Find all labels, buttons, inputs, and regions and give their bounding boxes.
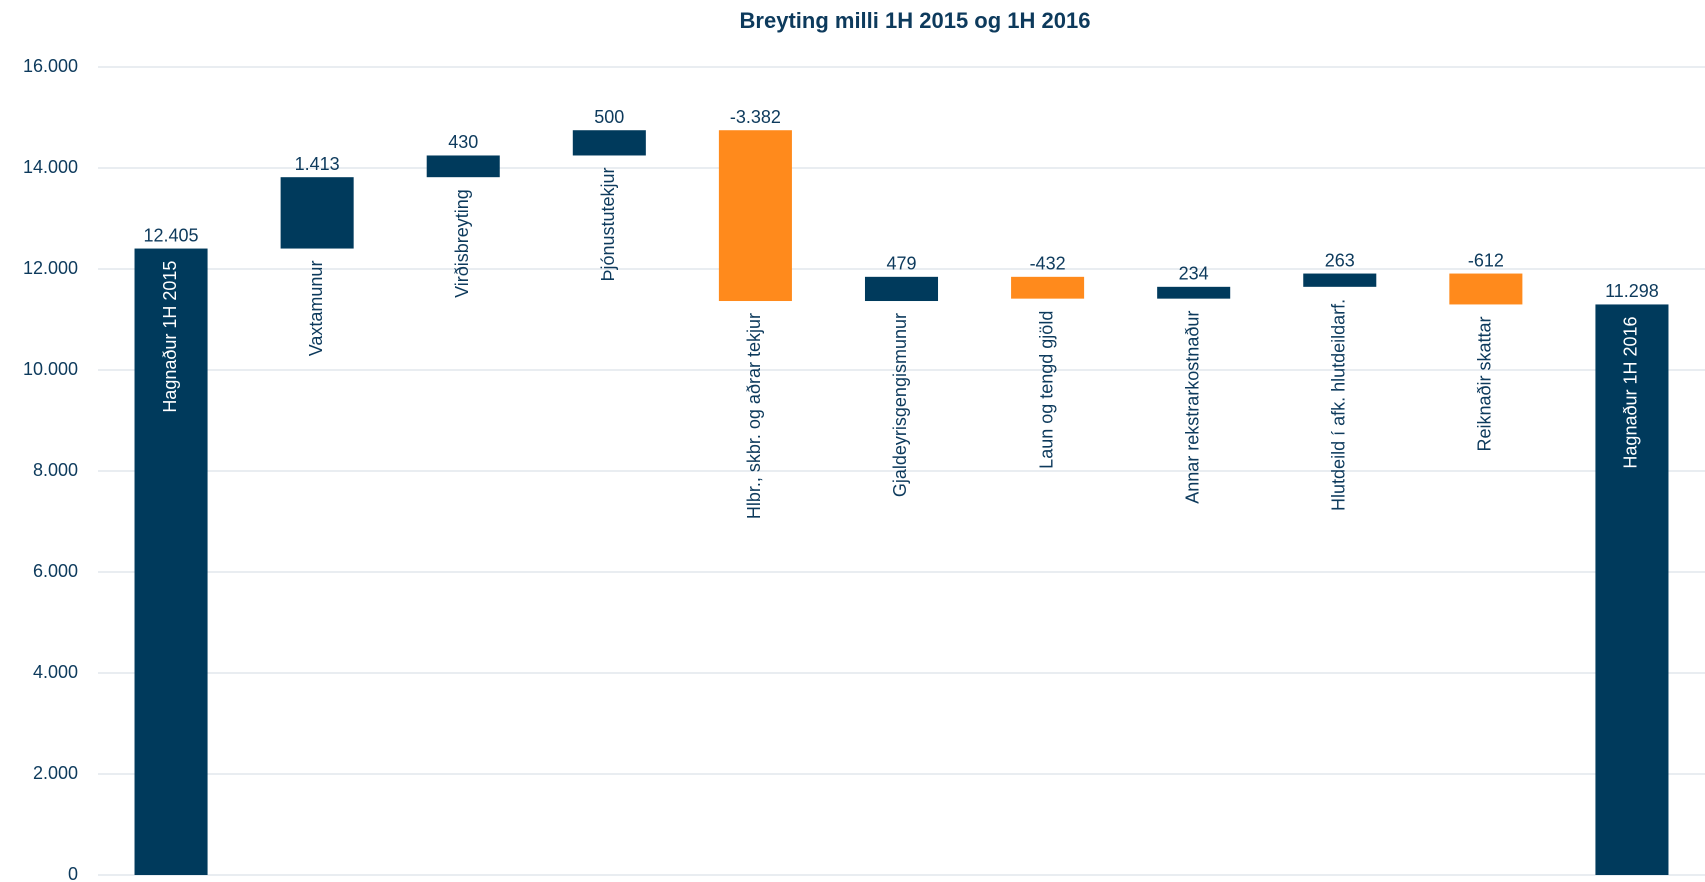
bar bbox=[572, 130, 646, 156]
category-label: Laun og tengd gjöld bbox=[1036, 311, 1056, 469]
bar bbox=[1595, 304, 1669, 875]
category-label: Hagnaður 1H 2016 bbox=[1621, 316, 1641, 468]
bar bbox=[1303, 273, 1377, 287]
y-tick-label: 16.000 bbox=[23, 56, 78, 76]
category-label: Annar rekstrarkostnaður bbox=[1182, 311, 1202, 504]
bar bbox=[1449, 273, 1523, 305]
y-tick-label: 0 bbox=[68, 864, 78, 882]
category-label: Hlbr., skbr. og aðrar tekjur bbox=[744, 313, 764, 519]
bar bbox=[718, 130, 792, 302]
category-label: Þjónustutekjur bbox=[598, 167, 618, 281]
y-tick-label: 10.000 bbox=[23, 359, 78, 379]
y-tick-label: 12.000 bbox=[23, 258, 78, 278]
bar bbox=[864, 276, 939, 302]
category-label: Hagnaður 1H 2015 bbox=[160, 261, 180, 413]
bar bbox=[1157, 286, 1231, 299]
category-label: Hlutdeild í afk. hlutdeildarf. bbox=[1329, 299, 1349, 511]
value-label: 500 bbox=[594, 107, 624, 127]
category-label: Virðisbreyting bbox=[452, 189, 472, 298]
y-tick-label: 14.000 bbox=[23, 157, 78, 177]
y-tick-label: 6.000 bbox=[33, 561, 78, 581]
value-label: -612 bbox=[1468, 250, 1504, 270]
category-label: Vaxtamunur bbox=[306, 261, 326, 357]
category-label: Reiknaðir skattar bbox=[1475, 316, 1495, 451]
value-label: -3.382 bbox=[730, 107, 781, 127]
value-label: 263 bbox=[1325, 250, 1355, 270]
bar bbox=[1011, 276, 1085, 299]
y-tick-label: 8.000 bbox=[33, 460, 78, 480]
bar bbox=[280, 177, 354, 249]
value-label: 234 bbox=[1179, 264, 1209, 284]
value-label: 479 bbox=[886, 254, 916, 274]
value-label: -432 bbox=[1030, 254, 1066, 274]
category-label: Gjaldeyrisgengismunur bbox=[890, 313, 910, 497]
bar bbox=[426, 155, 500, 178]
value-label: 430 bbox=[448, 132, 478, 152]
value-label: 12.405 bbox=[144, 225, 199, 245]
bar bbox=[134, 248, 208, 876]
value-label: 11.298 bbox=[1605, 281, 1659, 301]
value-label: 1.413 bbox=[295, 154, 340, 174]
y-tick-label: 4.000 bbox=[33, 662, 78, 682]
y-tick-label: 2.000 bbox=[33, 763, 78, 783]
chart-title: Breyting milli 1H 2015 og 1H 2016 bbox=[740, 8, 1091, 33]
